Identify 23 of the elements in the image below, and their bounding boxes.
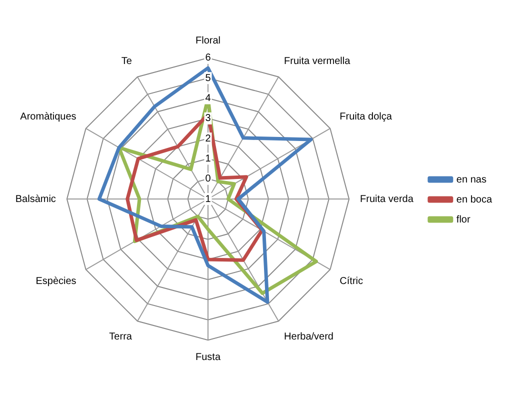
y-tick-label: 3 [205,113,212,124]
y-tick-label: 2 [205,133,212,144]
y-tick-label: 4 [205,92,212,104]
spoke-label: Floral [195,36,221,47]
spoke-label: Fruita dolça [340,112,392,123]
spoke-label: Cítric [340,276,364,287]
spoke-label: Fruita verda [360,194,414,205]
spoke-label: Herba/verd [284,331,334,342]
y-tick-label: 0 [205,174,212,185]
y-tick-label: 1 [205,194,212,205]
legend-label: en boca [456,194,492,206]
y-tick-label: 1 [205,153,212,164]
spoke-label: Fruita vermella [284,56,351,68]
legend-label: en nas [456,174,486,186]
y-tick-label: 6 [205,52,212,64]
spoke-label: Fusta [195,352,221,363]
y-tick-label: 5 [205,72,212,84]
spoke-label: Espècies [36,276,76,287]
spoke-label: Balsàmic [15,194,56,205]
spoke-label: Te [121,56,132,68]
spoke-label: Aromàtiques [20,112,76,123]
legend-label: flor [456,214,471,226]
spoke-label: Terra [109,331,132,342]
